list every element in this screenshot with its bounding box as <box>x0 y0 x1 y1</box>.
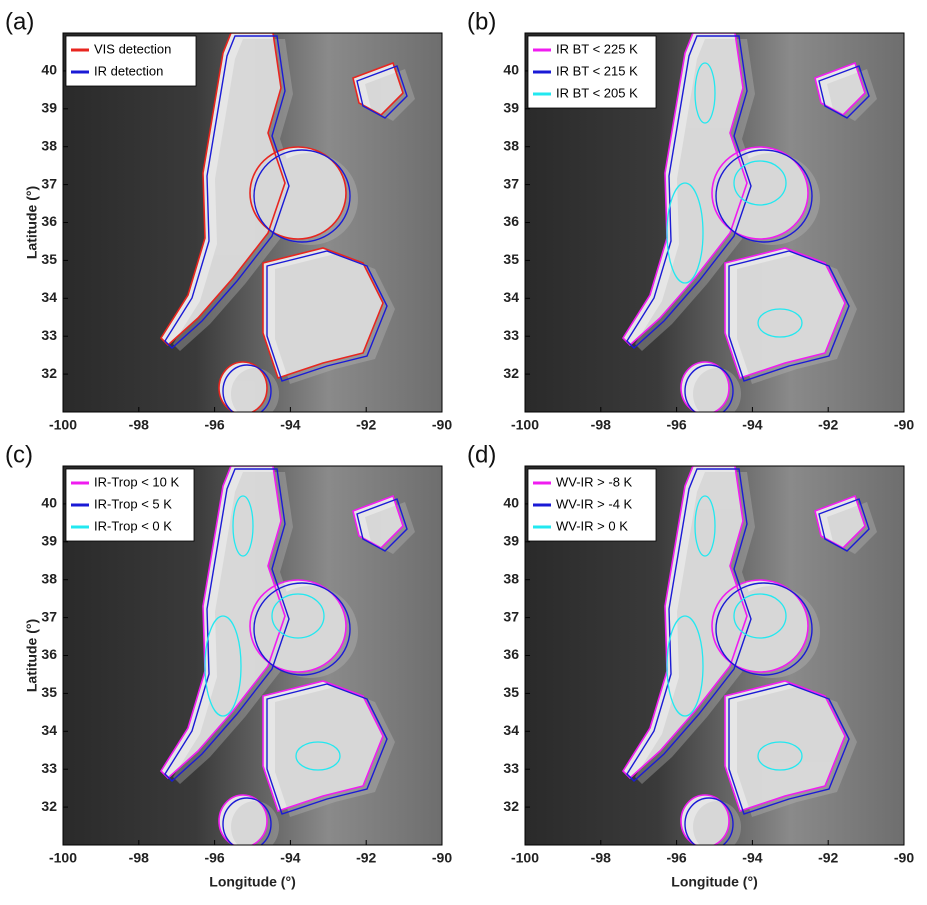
x-tick-label: -94 <box>742 417 762 433</box>
legend: WV-IR > -8 K WV-IR > -4 K WV-IR > 0 K <box>527 468 657 542</box>
legend-label: WV-IR > -4 K <box>556 496 633 511</box>
legend-label: WV-IR > -8 K <box>556 474 633 489</box>
legend-label: IR-Trop < 10 K <box>94 474 179 489</box>
y-tick-label: 35 <box>41 684 57 700</box>
y-tick-label: 39 <box>503 100 519 116</box>
legend: IR BT < 225 K IR BT < 215 K IR BT < 205 K <box>527 35 657 109</box>
panel-label: (a) <box>5 8 34 35</box>
x-tick-label: -90 <box>432 850 452 866</box>
y-tick-label: 36 <box>503 646 519 662</box>
legend: IR-Trop < 10 K IR-Trop < 5 K IR-Trop < 0 K <box>65 468 195 542</box>
y-tick-label: 40 <box>41 495 57 511</box>
y-tick-label: 36 <box>41 213 57 229</box>
y-tick-label: 38 <box>503 570 519 586</box>
y-tick-label: 38 <box>41 137 57 153</box>
y-tick-label: 38 <box>41 570 57 586</box>
legend-label: IR BT < 225 K <box>556 41 638 56</box>
y-tick-label: 35 <box>503 684 519 700</box>
y-tick-label: 36 <box>41 646 57 662</box>
y-tick-label: 40 <box>503 495 519 511</box>
x-tick-label: -96 <box>666 850 686 866</box>
y-tick-label: 33 <box>41 760 57 776</box>
legend-label: WV-IR > 0 K <box>556 518 628 533</box>
y-tick-label: 32 <box>503 365 519 381</box>
y-tick-label: 36 <box>503 213 519 229</box>
legend-label: VIS detection <box>94 41 171 56</box>
y-tick-label: 37 <box>41 175 57 191</box>
legend-label: IR BT < 205 K <box>556 85 638 100</box>
y-tick-label: 39 <box>41 533 57 549</box>
x-tick-label: -100 <box>511 850 539 866</box>
panel: -100 -98 -96 -94 -92 -90 32 33 34 35 36 37 38 39 40 (c)… <box>5 441 452 889</box>
y-axis-label: Latitude (°) <box>24 186 40 259</box>
legend: VIS detection IR detection <box>65 35 197 87</box>
y-axis-label: Latitude (°) <box>24 619 40 692</box>
x-tick-label: -98 <box>129 417 149 433</box>
y-tick-label: 34 <box>41 289 57 305</box>
x-tick-label: -94 <box>742 850 762 866</box>
x-tick-label: -90 <box>894 850 914 866</box>
panel-label: (b) <box>467 8 496 35</box>
x-tick-label: -100 <box>49 417 77 433</box>
satellite-image <box>63 33 442 412</box>
y-tick-label: 37 <box>503 608 519 624</box>
y-tick-label: 35 <box>503 251 519 267</box>
y-tick-label: 32 <box>503 798 519 814</box>
x-tick-label: -100 <box>511 417 539 433</box>
y-tick-label: 38 <box>503 137 519 153</box>
x-tick-label: -100 <box>49 850 77 866</box>
y-tick-label: 39 <box>503 533 519 549</box>
x-tick-label: -96 <box>666 417 686 433</box>
legend-label: IR-Trop < 5 K <box>94 496 172 511</box>
legend-label: IR-Trop < 0 K <box>94 518 172 533</box>
x-tick-label: -92 <box>818 417 838 433</box>
x-axis-label: Longitude (°) <box>209 874 295 890</box>
y-tick-label: 37 <box>41 608 57 624</box>
x-tick-label: -96 <box>204 850 224 866</box>
x-axis-label: Longitude (°) <box>671 874 757 890</box>
y-tick-label: 34 <box>41 722 57 738</box>
x-tick-label: -92 <box>356 417 376 433</box>
y-tick-label: 34 <box>503 289 519 305</box>
x-tick-label: -90 <box>894 417 914 433</box>
y-tick-label: 32 <box>41 798 57 814</box>
x-tick-label: -96 <box>204 417 224 433</box>
x-tick-label: -90 <box>432 417 452 433</box>
legend-label: IR BT < 215 K <box>556 63 638 78</box>
x-tick-label: -94 <box>280 417 300 433</box>
x-tick-label: -92 <box>818 850 838 866</box>
panel-label: (d) <box>467 441 496 468</box>
y-tick-label: 40 <box>503 62 519 78</box>
x-tick-label: -94 <box>280 850 300 866</box>
y-tick-label: 32 <box>41 365 57 381</box>
legend-box <box>65 35 197 87</box>
x-tick-label: -98 <box>591 850 611 866</box>
y-tick-label: 33 <box>41 327 57 343</box>
y-tick-label: 37 <box>503 175 519 191</box>
y-tick-label: 34 <box>503 722 519 738</box>
y-tick-label: 33 <box>503 760 519 776</box>
panel: -100 -98 -96 -94 -92 -90 32 33 34 35 36 37 38 39 40 (b)… <box>467 8 914 432</box>
y-tick-label: 35 <box>41 251 57 267</box>
x-tick-label: -92 <box>356 850 376 866</box>
legend-label: IR detection <box>94 63 163 78</box>
panel: -100 -98 -96 -94 -92 -90 32 33 34 35 36 37 38 39 40 (a)… <box>5 8 452 432</box>
y-tick-label: 40 <box>41 62 57 78</box>
x-tick-label: -98 <box>591 417 611 433</box>
y-tick-label: 39 <box>41 100 57 116</box>
x-tick-label: -98 <box>129 850 149 866</box>
y-tick-label: 33 <box>503 327 519 343</box>
panel-label: (c) <box>5 441 33 468</box>
panel: -100 -98 -96 -94 -92 -90 32 33 34 35 36 37 38 39 40 (d)… <box>467 441 914 889</box>
